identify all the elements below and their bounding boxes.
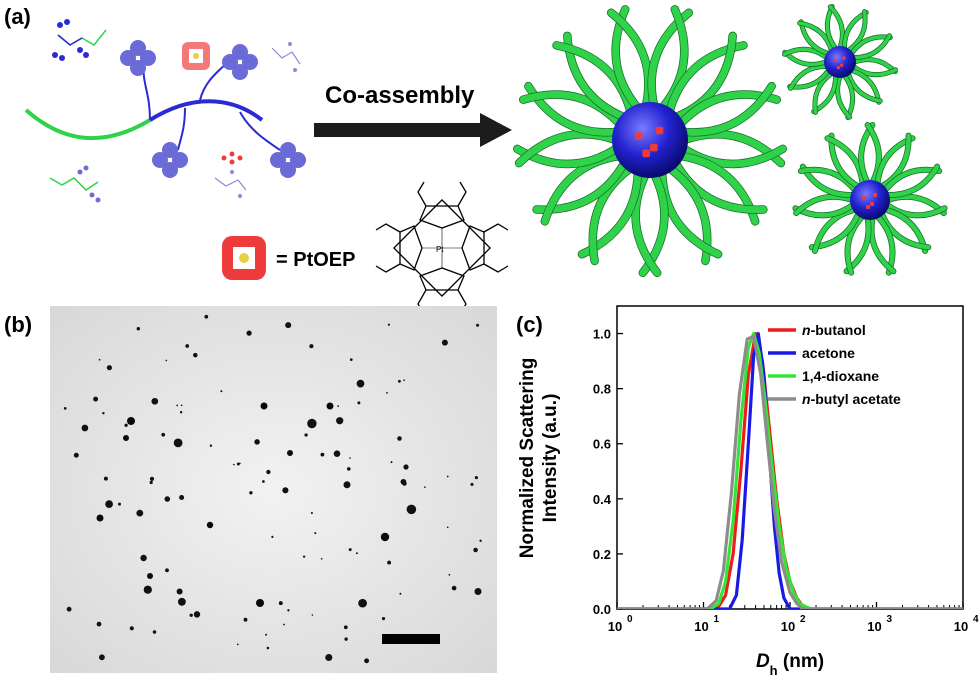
- legend-entry-3: n-butyl acetate: [802, 391, 901, 407]
- x-tick-exponent: 1: [714, 614, 720, 625]
- blue-pendant-icon: [120, 40, 306, 178]
- x-axis-title-sub: h: [770, 663, 778, 678]
- chart-legend: n-butanol acetone 1,4-dioxane n-butyl aceta…: [768, 322, 901, 407]
- y-tick-label: 1.0: [593, 327, 611, 342]
- legend-entry-1: acetone: [802, 345, 855, 361]
- panel-label-a: (a): [4, 4, 31, 29]
- x-tick-exponent: 3: [887, 614, 893, 625]
- x-axis-title-unit: (nm): [778, 651, 824, 672]
- small-molecule-icon: [214, 170, 247, 198]
- x-tick-exponent: 4: [973, 614, 979, 625]
- series-line-1: [617, 331, 963, 609]
- x-axis-title-main: D: [756, 651, 770, 672]
- micelle-group: [513, 4, 948, 278]
- scale-bar: [382, 634, 440, 644]
- x-tick-label: 10: [608, 619, 622, 634]
- small-molecule-icon: [49, 165, 101, 203]
- tem-particles: [63, 314, 482, 664]
- y-axis-title-line1: Normalized Scattering: [517, 358, 538, 559]
- arrow-label: Co-assembly: [325, 82, 475, 109]
- ptoep-legend-icon: [222, 236, 266, 280]
- green-chain-segment: [24, 108, 152, 141]
- small-molecule-icon: [52, 19, 107, 61]
- legend-entry-0: n-butanol: [802, 322, 866, 338]
- micelle: [792, 122, 948, 276]
- panel-label-c: (c): [516, 312, 543, 337]
- small-molecule-icon: [271, 42, 301, 72]
- x-axis-title: Dh (nm): [756, 651, 824, 678]
- y-tick-label: 0.0: [593, 602, 611, 617]
- co-assembly-arrow: [314, 113, 512, 147]
- micelle: [513, 5, 787, 278]
- scheme-panel: Co-assembly = PtOEP Pt: [24, 4, 948, 315]
- ptoep-icon: [221, 151, 243, 165]
- x-tick-exponent: 2: [800, 614, 806, 625]
- tem-image: [50, 306, 497, 673]
- panel-label-b: (b): [4, 312, 33, 337]
- y-tick-label: 0.6: [593, 437, 611, 452]
- porphyrin-metal-label: Pt: [436, 245, 444, 254]
- y-axis-title-line2: Intensity (a.u.): [540, 394, 561, 523]
- y-tick-label: 0.2: [593, 547, 611, 562]
- y-axis: 0.0 0.2 0.4 0.6 0.8 1.0: [593, 327, 623, 617]
- series-lines: [617, 331, 963, 609]
- legend-entry-2: 1,4-dioxane: [802, 368, 879, 384]
- blue-chain-segment: [148, 99, 264, 122]
- y-tick-label: 0.4: [593, 492, 612, 507]
- micelle: [782, 4, 898, 120]
- ptoep-icon: [182, 42, 210, 70]
- ptoep-legend-label: = PtOEP: [276, 249, 355, 271]
- x-axis: 10 0 10 1 10 2 10 3 10 4: [608, 602, 979, 634]
- x-tick-exponent: 0: [627, 614, 633, 625]
- x-tick-label: 10: [694, 619, 708, 634]
- x-tick-label: 10: [781, 619, 795, 634]
- y-tick-label: 0.8: [593, 382, 611, 397]
- series-line-3: [617, 334, 963, 609]
- x-tick-label: 10: [867, 619, 881, 634]
- x-tick-label: 10: [954, 619, 968, 634]
- dls-chart: 0.0 0.2 0.4 0.6 0.8 1.0 10 0 10 1 10 2 10 3 10 4 n-but…: [517, 305, 979, 678]
